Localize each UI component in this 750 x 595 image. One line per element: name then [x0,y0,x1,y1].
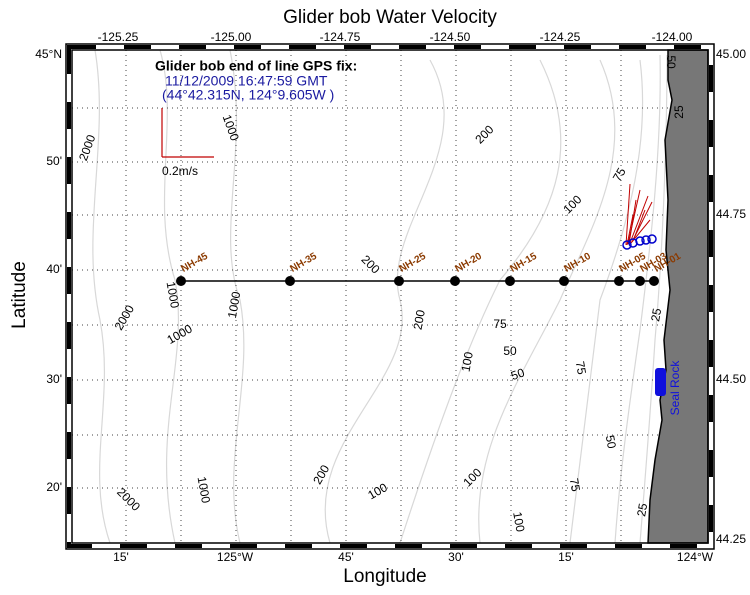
contour-label: 25 [634,502,650,518]
right-tick-label: 44.25 [716,532,746,546]
gps-time: 11/12/2009 16:47:59 GMT [165,73,328,89]
glider-track [622,234,657,250]
contour-label: 25 [672,105,686,119]
x-axis-label: Longitude [343,566,426,587]
contour-label: 75 [567,477,583,493]
right-tick-label: 44.75 [716,207,746,221]
frame-band [67,45,713,548]
left-tick-label: 40' [46,262,62,276]
contour-label: 75 [573,360,589,376]
bottom-tick-label: 15' [113,550,129,564]
station-marker [285,276,295,286]
station-marker [394,276,404,286]
contour-label: 200 [411,308,428,330]
top-tick-label: -124.25 [540,30,581,44]
seal-rock-marker [655,368,666,396]
contour-label: 25 [648,307,664,323]
contour-label: 75 [610,165,629,184]
station-marker [635,276,645,286]
top-tick-label: -124.50 [430,30,471,44]
gps-position: (44°42.315N, 124°9.605W ) [162,87,334,103]
bottom-tick-label: 15' [558,550,574,564]
plot-frame [71,49,709,544]
left-tick-label: 30' [46,372,62,386]
left-tick-label: 20' [46,480,62,494]
station-marker [559,276,569,286]
contour-label: 50 [664,55,678,69]
station-marker [450,276,460,286]
contour-label: 100 [459,350,476,372]
contour-label: 50 [509,365,527,383]
top-tick-label: -125.25 [98,30,139,44]
contour-label: 1000 [164,280,182,309]
y-axis-label: Latitude [9,261,30,329]
bottom-tick-label: 124°W [677,550,714,564]
top-tick-label: -124.00 [652,30,693,44]
station-marker [176,276,186,286]
contour-label: 50 [503,344,517,358]
contour-label: 75 [493,317,507,331]
bottom-tick-label: 45' [338,550,354,564]
right-tick-label: 44.50 [716,372,746,386]
landmark-label: Seal Rock [668,360,682,416]
bottom-tick-label: 125°W [217,550,254,564]
right-tick-label: 45.00 [716,47,746,61]
top-tick-label: -125.00 [211,30,252,44]
scale-arrows [161,108,214,158]
land [647,49,709,544]
title: Glider bob Water Velocity [283,7,497,28]
station-marker [505,276,515,286]
top-tick-label: -124.75 [320,30,361,44]
gps-heading: Glider bob end of line GPS fix: [155,58,357,74]
contour-label: 1000 [225,290,243,319]
contour-label: 100 [510,511,527,533]
station-marker [649,276,659,286]
outer-frame [65,43,715,550]
contour-label: 1000 [195,475,213,504]
left-tick-label: 45°N [35,47,62,61]
left-tick-label: 50' [46,154,62,168]
contour-label: 50 [603,434,619,450]
velocity-arrows [625,183,653,246]
station-marker [614,276,624,286]
scale-label: 0.2m/s [162,164,198,178]
bottom-tick-label: 30' [448,550,464,564]
